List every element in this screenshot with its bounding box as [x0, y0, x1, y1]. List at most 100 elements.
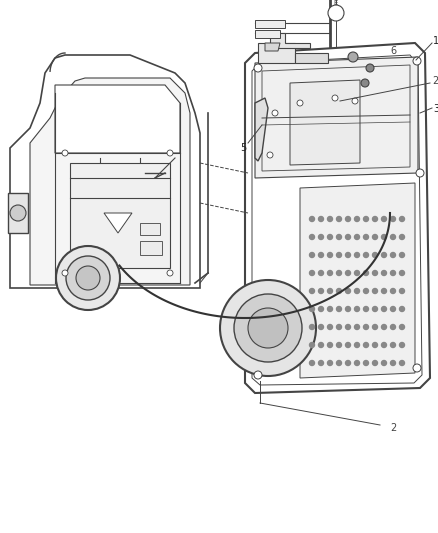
Circle shape — [354, 288, 360, 294]
Text: 1: 1 — [433, 36, 438, 46]
Circle shape — [391, 216, 396, 222]
Circle shape — [10, 205, 26, 221]
Bar — [255, 20, 285, 28]
Circle shape — [328, 288, 332, 294]
Bar — [70, 163, 170, 268]
Text: 5: 5 — [240, 143, 246, 153]
Circle shape — [366, 64, 374, 72]
Circle shape — [310, 360, 314, 366]
Polygon shape — [255, 57, 418, 178]
Circle shape — [346, 235, 350, 239]
Bar — [8, 193, 28, 233]
Circle shape — [364, 216, 368, 222]
Circle shape — [399, 216, 405, 222]
Bar — [140, 223, 160, 235]
Polygon shape — [258, 43, 295, 63]
Circle shape — [56, 246, 120, 310]
Circle shape — [328, 216, 332, 222]
Circle shape — [391, 253, 396, 257]
Circle shape — [354, 271, 360, 276]
Circle shape — [62, 150, 68, 156]
Circle shape — [381, 235, 386, 239]
Circle shape — [354, 306, 360, 311]
Circle shape — [310, 271, 314, 276]
Circle shape — [346, 360, 350, 366]
Circle shape — [167, 270, 173, 276]
Circle shape — [328, 271, 332, 276]
Circle shape — [310, 235, 314, 239]
Circle shape — [364, 306, 368, 311]
Polygon shape — [104, 213, 132, 233]
Circle shape — [372, 360, 378, 366]
Circle shape — [318, 235, 324, 239]
Circle shape — [318, 325, 324, 329]
Circle shape — [381, 325, 386, 329]
Circle shape — [354, 360, 360, 366]
Circle shape — [267, 152, 273, 158]
Circle shape — [391, 360, 396, 366]
Circle shape — [399, 288, 405, 294]
Circle shape — [336, 253, 342, 257]
Polygon shape — [10, 55, 200, 288]
Text: 6: 6 — [390, 46, 396, 56]
Circle shape — [332, 95, 338, 101]
Circle shape — [336, 343, 342, 348]
Circle shape — [354, 343, 360, 348]
Circle shape — [346, 253, 350, 257]
Circle shape — [364, 360, 368, 366]
Circle shape — [381, 271, 386, 276]
Circle shape — [318, 288, 324, 294]
Circle shape — [361, 79, 369, 87]
Circle shape — [399, 235, 405, 239]
Circle shape — [318, 360, 324, 366]
Circle shape — [416, 169, 424, 177]
Text: 2: 2 — [390, 423, 396, 433]
Circle shape — [346, 343, 350, 348]
Circle shape — [346, 271, 350, 276]
Polygon shape — [265, 43, 280, 51]
Circle shape — [310, 216, 314, 222]
Circle shape — [372, 343, 378, 348]
Circle shape — [381, 288, 386, 294]
Circle shape — [364, 325, 368, 329]
Circle shape — [381, 360, 386, 366]
Circle shape — [297, 100, 303, 106]
Circle shape — [336, 325, 342, 329]
Circle shape — [328, 343, 332, 348]
Circle shape — [310, 343, 314, 348]
Polygon shape — [30, 78, 190, 285]
Circle shape — [310, 288, 314, 294]
Circle shape — [254, 64, 262, 72]
Polygon shape — [295, 53, 328, 63]
Circle shape — [272, 110, 278, 116]
Circle shape — [391, 271, 396, 276]
Circle shape — [391, 325, 396, 329]
Circle shape — [310, 306, 314, 311]
Polygon shape — [300, 183, 415, 378]
Circle shape — [399, 253, 405, 257]
Circle shape — [399, 360, 405, 366]
Circle shape — [318, 216, 324, 222]
Circle shape — [364, 288, 368, 294]
Circle shape — [318, 306, 324, 311]
Circle shape — [391, 288, 396, 294]
Circle shape — [328, 5, 344, 21]
Circle shape — [399, 306, 405, 311]
Circle shape — [364, 253, 368, 257]
Circle shape — [399, 271, 405, 276]
Circle shape — [413, 364, 421, 372]
Circle shape — [391, 235, 396, 239]
Circle shape — [336, 306, 342, 311]
Circle shape — [318, 343, 324, 348]
Polygon shape — [290, 80, 360, 165]
Circle shape — [310, 253, 314, 257]
Circle shape — [328, 306, 332, 311]
Circle shape — [372, 288, 378, 294]
Circle shape — [328, 235, 332, 239]
Circle shape — [354, 235, 360, 239]
Circle shape — [372, 306, 378, 311]
Circle shape — [381, 216, 386, 222]
Circle shape — [391, 343, 396, 348]
Circle shape — [346, 325, 350, 329]
Circle shape — [62, 270, 68, 276]
